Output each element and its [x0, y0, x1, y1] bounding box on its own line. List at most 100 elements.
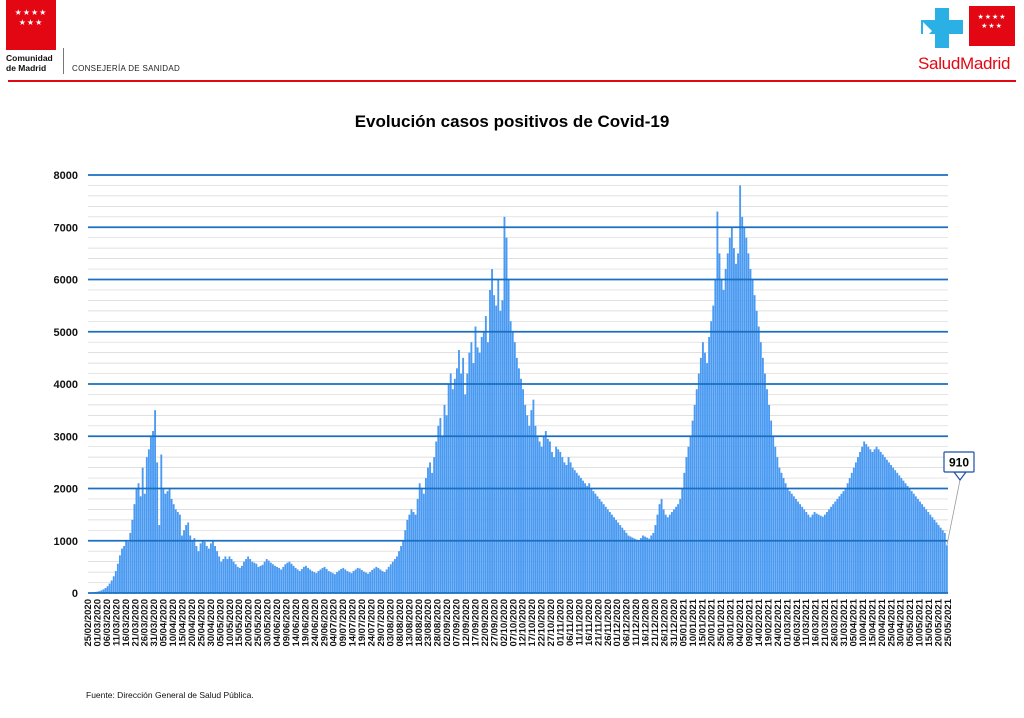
y-tick-label: 0: [72, 588, 78, 600]
bar: [375, 566, 378, 594]
bar: [437, 425, 440, 593]
x-tick-label: 06/11/2020: [565, 599, 576, 646]
bar: [365, 572, 367, 593]
bar: [526, 415, 529, 593]
bar: [468, 352, 471, 593]
bar: [493, 295, 496, 593]
comunidad-madrid-name: Comunidad de Madrid: [6, 53, 53, 73]
page-header: ★★★★ ★★★ Comunidad de Madrid CONSEJERÍA …: [0, 0, 1024, 82]
bar: [871, 451, 874, 593]
bar: [429, 462, 431, 594]
bar: [358, 568, 361, 593]
bar: [813, 512, 816, 593]
bar: [811, 514, 814, 594]
bar: [133, 504, 136, 593]
bar: [600, 501, 603, 593]
bar: [331, 573, 334, 593]
bar: [303, 566, 305, 594]
bar: [518, 368, 520, 593]
cases-bar-chart: 0 1000 2000 3000 4000 5000 6000 7000 8000 25/02/2…: [54, 170, 975, 647]
x-tick-label: 04/02/2021: [735, 598, 746, 646]
x-tick-label: 30/04/2021: [896, 598, 907, 646]
bar: [916, 498, 919, 593]
bar: [119, 555, 121, 593]
bar: [509, 321, 512, 593]
bar: [900, 478, 903, 593]
bar: [670, 512, 673, 593]
bar: [524, 404, 527, 593]
x-tick-label: 06/03/2021: [792, 598, 803, 646]
bar: [121, 548, 123, 593]
bar: [706, 363, 708, 593]
bar: [513, 342, 516, 593]
salud-madrid-cross-icon: [921, 8, 963, 48]
bar: [544, 431, 547, 593]
bar: [263, 561, 266, 593]
bar: [683, 472, 686, 593]
bar: [875, 446, 878, 593]
bar: [251, 561, 254, 593]
x-tick-label: 15/05/2020: [234, 599, 245, 647]
x-tick-label: 10/04/2021: [858, 598, 869, 646]
bar: [830, 506, 833, 593]
bar: [424, 478, 427, 593]
bar: [282, 566, 285, 594]
bar: [511, 331, 514, 593]
bar: [819, 515, 822, 593]
x-tick-label: 24/06/2020: [310, 599, 321, 647]
bar: [334, 574, 336, 593]
y-tick-label: 3000: [54, 431, 78, 443]
bar: [288, 561, 291, 593]
x-tick-label: 30/01/2021: [726, 598, 737, 646]
bar: [737, 253, 739, 594]
bar: [245, 559, 247, 593]
bar: [565, 464, 568, 593]
bar: [201, 540, 204, 593]
bar: [284, 564, 287, 593]
bar: [104, 588, 107, 593]
bar: [462, 357, 465, 594]
bar: [571, 467, 574, 593]
x-tick-label: 12/10/2020: [518, 599, 529, 647]
bar: [575, 472, 578, 593]
bar: [892, 467, 895, 593]
source-note: Fuente: Dirección General de Salud Públi…: [86, 690, 254, 700]
x-tick-label: 17/09/2020: [470, 599, 481, 647]
bar: [623, 530, 626, 593]
bar: [890, 464, 892, 593]
bar: [635, 539, 638, 593]
bar: [172, 504, 175, 593]
bar: [927, 512, 930, 593]
x-tick-label: 05/05/2021: [905, 598, 916, 646]
bar: [656, 514, 659, 594]
bar: [240, 565, 243, 593]
bar: [704, 352, 706, 593]
x-tick-label: 21/11/2020: [593, 599, 604, 646]
bar: [795, 498, 797, 593]
bar: [193, 538, 196, 593]
bar: [154, 410, 157, 594]
bar: [418, 483, 421, 593]
bar: [309, 569, 312, 593]
bar: [352, 571, 355, 593]
bar: [286, 562, 289, 593]
bar: [106, 586, 109, 593]
bar: [613, 517, 615, 593]
bar: [768, 404, 770, 593]
bar: [300, 568, 303, 593]
x-tick-label: 29/06/2020: [319, 599, 330, 647]
bar: [693, 404, 696, 593]
bar: [582, 480, 584, 593]
bar: [592, 491, 595, 593]
x-tick-label: 30/04/2020: [206, 599, 217, 647]
stars-icon: ★★★★ ★★★: [977, 14, 1007, 30]
bar: [780, 472, 783, 593]
bar: [323, 566, 326, 594]
bar: [743, 227, 746, 593]
x-tick-label: 11/03/2020: [111, 599, 122, 646]
x-tick-label: 15/04/2020: [178, 599, 189, 647]
bar: [209, 543, 212, 593]
bar: [869, 449, 872, 593]
bar: [243, 561, 245, 593]
bar: [921, 504, 923, 593]
